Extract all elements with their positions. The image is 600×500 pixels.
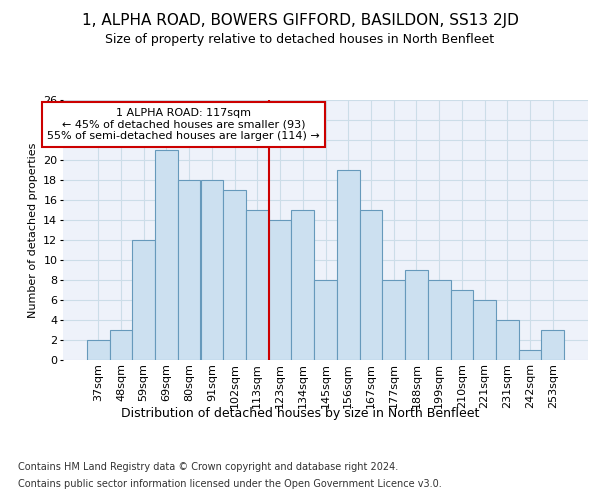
- Text: Contains public sector information licensed under the Open Government Licence v3: Contains public sector information licen…: [18, 479, 442, 489]
- Bar: [337, 170, 359, 360]
- Bar: [133, 240, 155, 360]
- Text: Size of property relative to detached houses in North Benfleet: Size of property relative to detached ho…: [106, 32, 494, 46]
- Text: 1 ALPHA ROAD: 117sqm
← 45% of detached houses are smaller (93)
55% of semi-detac: 1 ALPHA ROAD: 117sqm ← 45% of detached h…: [47, 108, 320, 141]
- Bar: [541, 330, 564, 360]
- Y-axis label: Number of detached properties: Number of detached properties: [28, 142, 38, 318]
- Bar: [518, 350, 541, 360]
- Bar: [451, 290, 473, 360]
- Bar: [473, 300, 496, 360]
- Text: Contains HM Land Registry data © Crown copyright and database right 2024.: Contains HM Land Registry data © Crown c…: [18, 462, 398, 472]
- Bar: [200, 180, 223, 360]
- Bar: [178, 180, 200, 360]
- Bar: [223, 190, 246, 360]
- Bar: [155, 150, 178, 360]
- Bar: [314, 280, 337, 360]
- Bar: [428, 280, 451, 360]
- Bar: [87, 340, 110, 360]
- Bar: [246, 210, 269, 360]
- Bar: [110, 330, 133, 360]
- Bar: [359, 210, 382, 360]
- Bar: [382, 280, 405, 360]
- Bar: [405, 270, 428, 360]
- Bar: [496, 320, 518, 360]
- Bar: [269, 220, 292, 360]
- Text: Distribution of detached houses by size in North Benfleet: Distribution of detached houses by size …: [121, 408, 479, 420]
- Bar: [292, 210, 314, 360]
- Text: 1, ALPHA ROAD, BOWERS GIFFORD, BASILDON, SS13 2JD: 1, ALPHA ROAD, BOWERS GIFFORD, BASILDON,…: [82, 12, 518, 28]
